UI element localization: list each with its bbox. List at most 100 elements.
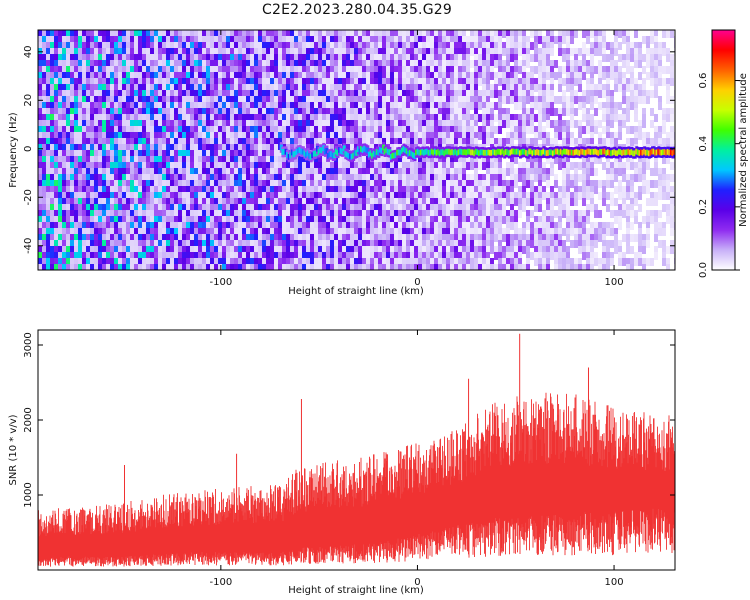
spectrogram-cell: [142, 264, 146, 270]
spectrogram-cell: [342, 72, 346, 80]
spectrogram-cell: [94, 132, 98, 140]
spectrogram-cell: [354, 174, 358, 182]
spectrogram-cell: [410, 216, 414, 224]
spectrogram-cell: [390, 30, 394, 38]
spectrogram-cell: [342, 228, 346, 236]
spectrogram-cell: [306, 108, 310, 116]
spectrogram-cell: [290, 96, 294, 104]
spectrogram-cell: [534, 78, 538, 86]
spectrogram-cell: [114, 228, 118, 236]
spectrogram-cell: [370, 102, 374, 110]
spectrogram-cell: [98, 186, 102, 194]
spectrogram-cell: [298, 54, 302, 62]
spectrogram-cell: [310, 102, 314, 110]
spectrogram-cell: [294, 60, 298, 68]
spectrogram-cell: [378, 78, 382, 86]
spectrogram-cell: [462, 30, 466, 38]
spectrogram-cell: [426, 90, 430, 98]
spectrogram-cell: [426, 108, 430, 116]
spectrogram-cell: [414, 162, 418, 170]
spectrogram-cell: [462, 180, 466, 188]
spectrogram-cell: [238, 228, 242, 236]
spectrogram-cell: [270, 54, 274, 62]
spectrogram-cell: [482, 204, 486, 212]
spectrogram-cell: [542, 66, 546, 74]
spectrogram-cell: [214, 150, 218, 158]
spectrogram-cell: [338, 96, 342, 104]
spectrogram-cell: [90, 192, 94, 200]
spectrogram-cell: [418, 90, 422, 98]
spectrogram-cell: [246, 186, 250, 194]
spectrogram-cell: [314, 264, 318, 270]
spectrogram-cell: [470, 36, 474, 44]
spectrogram-cell: [50, 36, 54, 44]
spectrogram-cell: [306, 114, 310, 122]
spectrogram-cell: [390, 192, 394, 200]
spectrogram-cell: [314, 126, 318, 134]
spectrogram-cell: [246, 84, 250, 92]
spectrogram-cell: [130, 222, 134, 230]
spectrogram-cell: [506, 162, 510, 170]
spectrogram-cell: [182, 204, 186, 212]
spectrogram-cell: [110, 186, 114, 194]
spectrogram-cell: [226, 150, 230, 158]
spectrogram-cell: [410, 114, 414, 122]
spectrogram-cell: [62, 42, 66, 50]
spectrogram-cell: [258, 252, 262, 260]
spectrogram-cell: [542, 186, 546, 194]
spectrogram-cell: [206, 72, 210, 80]
spectrogram-cell: [366, 186, 370, 194]
spectrogram-cell: [502, 96, 506, 104]
spectrogram-cell: [126, 180, 130, 188]
spectrogram-cell: [330, 186, 334, 194]
spectrogram-cell: [498, 222, 502, 230]
spectrogram-cell: [222, 96, 226, 104]
spectrogram-cell: [354, 162, 358, 170]
spectrogram-cell: [466, 222, 470, 230]
spectrogram-cell: [394, 216, 398, 224]
spectrogram-cell: [110, 180, 114, 188]
spectrogram-cell: [454, 234, 458, 242]
spectrogram-cell: [362, 30, 366, 38]
spectrogram-cell: [170, 204, 174, 212]
spectrogram-cell: [406, 246, 410, 254]
spectrogram-cell: [538, 78, 542, 86]
spectrogram-cell: [430, 36, 434, 44]
spectrogram-cell: [286, 264, 290, 270]
spectrogram-cell: [282, 228, 286, 236]
spectrogram-cell: [334, 66, 338, 74]
spectrogram-cell: [390, 222, 394, 230]
spectrogram-cell: [298, 30, 302, 38]
spectrogram-cell: [418, 60, 422, 68]
spectrogram-cell: [466, 36, 470, 44]
spectrogram-cell: [58, 66, 62, 74]
spectrogram-cell: [334, 222, 338, 230]
spectrogram-cell: [354, 258, 358, 266]
spectrogram-cell: [242, 108, 246, 116]
spectrogram-cell: [394, 48, 398, 56]
spectrogram-cell: [154, 252, 158, 260]
spectrogram-cell: [314, 186, 318, 194]
spectrogram-cell: [122, 66, 126, 74]
spectrogram-cell: [162, 48, 166, 56]
spectrogram-cell: [206, 228, 210, 236]
spectrogram-cell: [510, 84, 514, 92]
spectrogram-cell: [454, 96, 458, 104]
spectrogram-cell: [138, 126, 142, 134]
spectrogram-cell: [258, 30, 262, 38]
spectrogram-cell: [518, 240, 522, 248]
spectrogram-cell: [422, 126, 426, 134]
spectrogram-cell: [534, 162, 538, 170]
spectrogram-cell: [454, 186, 458, 194]
spectrogram-cell: [458, 204, 462, 212]
spectrogram-cell: [446, 264, 450, 270]
spectrogram-cell: [166, 84, 170, 92]
spectrogram-cell: [326, 120, 330, 128]
spectrogram-cell: [70, 210, 74, 218]
spectrogram-cell: [458, 234, 462, 242]
spectrogram-cell: [190, 102, 194, 110]
spectrogram-cell: [54, 228, 58, 236]
spectrogram-cell: [106, 210, 110, 218]
spectrogram-cell: [54, 42, 58, 50]
spectrogram-cell: [114, 156, 118, 164]
